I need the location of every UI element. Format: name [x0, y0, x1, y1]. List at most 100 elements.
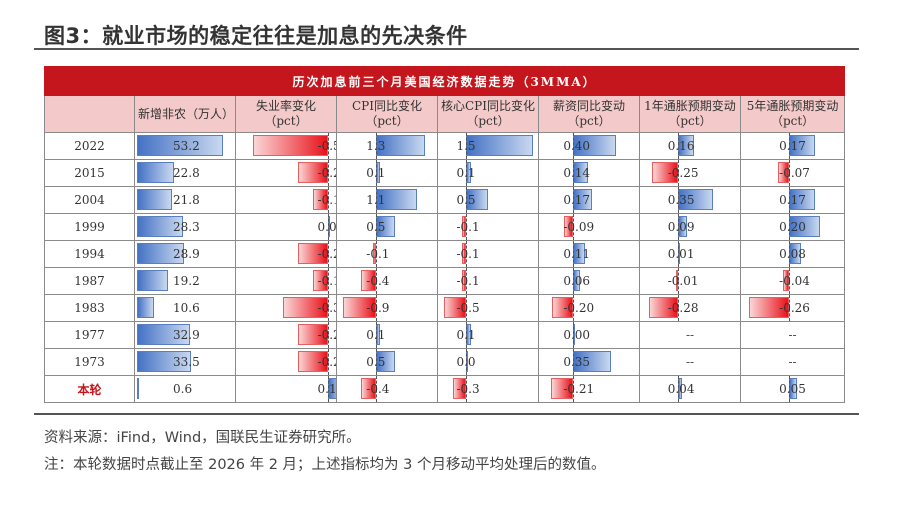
- negative-data-bar: [312, 270, 328, 291]
- cell-value: 0.17: [779, 193, 806, 207]
- negative-data-bar: [462, 270, 467, 291]
- column-header: 薪资同比变动（pct）: [538, 95, 640, 133]
- row-label: 1999: [44, 213, 135, 241]
- data-cell: 0.0: [235, 213, 337, 241]
- row-label: 2015: [44, 159, 135, 187]
- data-cell: 0.17: [739, 132, 846, 160]
- zero-axis: [677, 376, 679, 402]
- data-cell: -0.2: [235, 321, 337, 349]
- cell-value: 0.1: [366, 328, 386, 342]
- negative-data-bar: [462, 216, 467, 237]
- data-cell: 0.35: [538, 348, 640, 376]
- data-cell: 0.5: [336, 348, 438, 376]
- data-cell: -0.3: [437, 375, 539, 403]
- cell-value: 0.16: [667, 139, 695, 153]
- data-cell: -0.2: [235, 159, 337, 187]
- cell-value: -0.01: [667, 274, 699, 288]
- zero-axis: [327, 133, 329, 159]
- data-cell: 32.9: [134, 321, 236, 349]
- cell-value: -0.5: [456, 301, 480, 315]
- data-cell: 0.17: [739, 186, 846, 214]
- data-cell: 0.09: [639, 213, 741, 241]
- positive-data-bar: [137, 378, 139, 399]
- zero-axis: [789, 376, 791, 402]
- row-label: 2022: [44, 132, 135, 160]
- negative-data-bar: [783, 270, 790, 291]
- cell-value: -0.20: [563, 301, 595, 315]
- zero-axis: [573, 133, 575, 159]
- cell-value: 22.8: [173, 166, 200, 180]
- data-cell: 19.2: [134, 267, 236, 295]
- data-cell: 0.35: [639, 186, 741, 214]
- table-row: 2004 21.8 -0.1 1.1 0.5 0.17 0.35 0.17: [44, 186, 846, 214]
- zero-axis: [327, 295, 329, 321]
- cell-value: 0.5: [366, 220, 386, 234]
- negative-data-bar: [297, 162, 328, 183]
- data-cell: --: [639, 321, 741, 349]
- cell-value: 53.2: [173, 139, 200, 153]
- cell-value: 0.1: [456, 328, 476, 342]
- row-label: 1987: [44, 267, 135, 295]
- zero-axis: [466, 214, 468, 240]
- cell-value: 0.05: [779, 382, 806, 396]
- cell-value: 28.9: [173, 247, 200, 261]
- cell-value: --: [685, 328, 695, 342]
- zero-axis: [573, 349, 575, 375]
- positive-data-bar: [137, 162, 174, 183]
- zero-axis: [789, 241, 791, 267]
- cell-value: -0.4: [366, 382, 390, 396]
- zero-axis: [376, 214, 378, 240]
- data-cell: 0.00: [538, 321, 640, 349]
- zero-axis: [573, 241, 575, 267]
- data-cell: 0.5: [437, 186, 539, 214]
- negative-data-bar: [297, 324, 328, 345]
- data-cell: --: [739, 348, 846, 376]
- data-cell: -0.21: [538, 375, 640, 403]
- zero-axis: [376, 376, 378, 402]
- zero-axis: [376, 268, 378, 294]
- zero-axis: [327, 349, 329, 375]
- cell-value: --: [685, 355, 695, 369]
- data-cell: -0.2: [235, 348, 337, 376]
- zero-axis: [466, 376, 468, 402]
- data-cell: -0.20: [538, 294, 640, 322]
- positive-data-bar: [137, 297, 155, 318]
- cell-value: -0.09: [563, 220, 595, 234]
- data-cell: 0.01: [639, 240, 741, 268]
- data-cell: 0.40: [538, 132, 640, 160]
- negative-data-bar: [297, 243, 328, 264]
- data-cell: -0.01: [639, 267, 741, 295]
- zero-axis: [466, 187, 468, 213]
- negative-data-bar: [361, 270, 377, 291]
- cell-value: -0.21: [563, 382, 595, 396]
- column-header: 失业率变化（pct）: [235, 95, 337, 133]
- zero-axis: [376, 349, 378, 375]
- table-row: 2022 53.2 -0.5 1.3 1.5 0.40 0.16 0.17: [44, 132, 846, 160]
- cell-value: 19.2: [173, 274, 200, 288]
- header-corner: [44, 95, 135, 133]
- cell-value: -0.1: [366, 247, 390, 261]
- cell-value: -0.5: [317, 139, 336, 153]
- data-cell: -0.1: [235, 186, 337, 214]
- cell-value: -0.1: [317, 274, 336, 288]
- data-cell: -0.5: [437, 294, 539, 322]
- row-label: 本轮: [44, 375, 135, 403]
- cell-value: 0.0: [456, 355, 476, 369]
- cell-value: 0.08: [779, 247, 806, 261]
- cell-value: 33.5: [173, 355, 200, 369]
- negative-data-bar: [675, 270, 678, 291]
- data-cell: 0.06: [538, 267, 640, 295]
- cell-value: -0.25: [667, 166, 699, 180]
- data-cell: 22.8: [134, 159, 236, 187]
- cell-value: 0.5: [366, 355, 386, 369]
- negative-data-bar: [252, 135, 328, 156]
- zero-axis: [466, 295, 468, 321]
- data-cell: -0.04: [739, 267, 846, 295]
- positive-data-bar: [137, 351, 192, 372]
- zero-axis: [677, 214, 679, 240]
- cell-value: 10.6: [173, 301, 200, 315]
- data-cell: -0.28: [639, 294, 741, 322]
- data-cell: -0.5: [235, 132, 337, 160]
- table-row: 1977 32.9 -0.2 0.1 0.1 0.00 -- --: [44, 321, 846, 349]
- cell-value: 0.40: [563, 139, 591, 153]
